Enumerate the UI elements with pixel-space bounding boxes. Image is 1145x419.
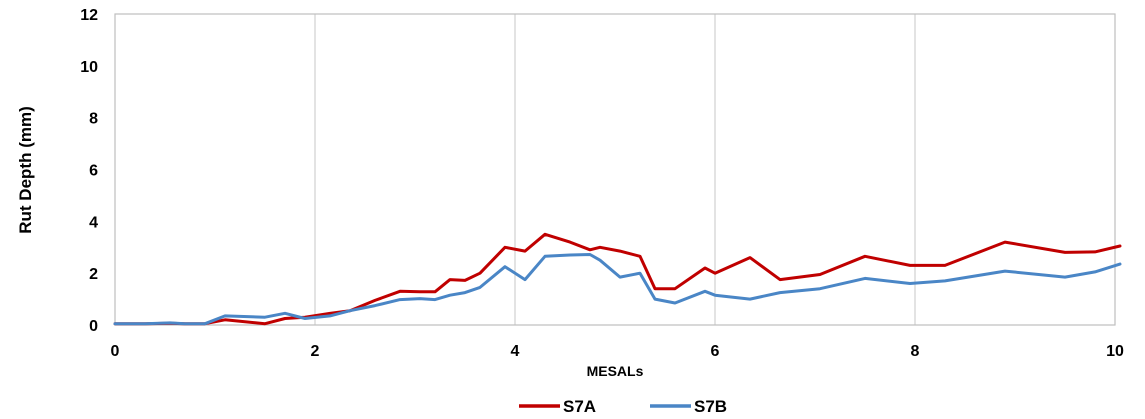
x-tick-label: 10 [1106,343,1124,360]
legend-label-s7b: S7B [694,397,727,416]
y-axis-title: Rut Depth (mm) [16,106,35,233]
x-tick-label: 4 [511,343,520,360]
x-tick-labels: 0 2 4 6 8 10 [111,343,1124,360]
y-tick-labels: 0 2 4 6 8 10 12 [80,7,98,335]
legend-label-s7a: S7A [563,397,596,416]
y-tick-label: 8 [89,111,98,128]
y-tick-label: 2 [89,266,98,283]
y-tick-label: 6 [89,163,98,180]
y-tick-label: 4 [89,214,98,231]
legend: S7A S7B [519,397,727,416]
gridlines [314,14,916,325]
x-axis-title: MESALs [587,363,644,379]
x-tick-label: 6 [711,343,720,360]
series-line-s7a [113,232,1122,326]
plot-area-border [114,13,1116,326]
y-tick-label: 0 [89,318,98,335]
y-tick-label: 10 [80,59,98,76]
x-tick-label: 0 [111,343,120,360]
y-tick-label: 12 [80,7,98,24]
series-lines [113,232,1122,326]
x-tick-label: 8 [911,343,920,360]
x-tick-label: 2 [311,343,320,360]
series-line-s7b [113,253,1122,326]
